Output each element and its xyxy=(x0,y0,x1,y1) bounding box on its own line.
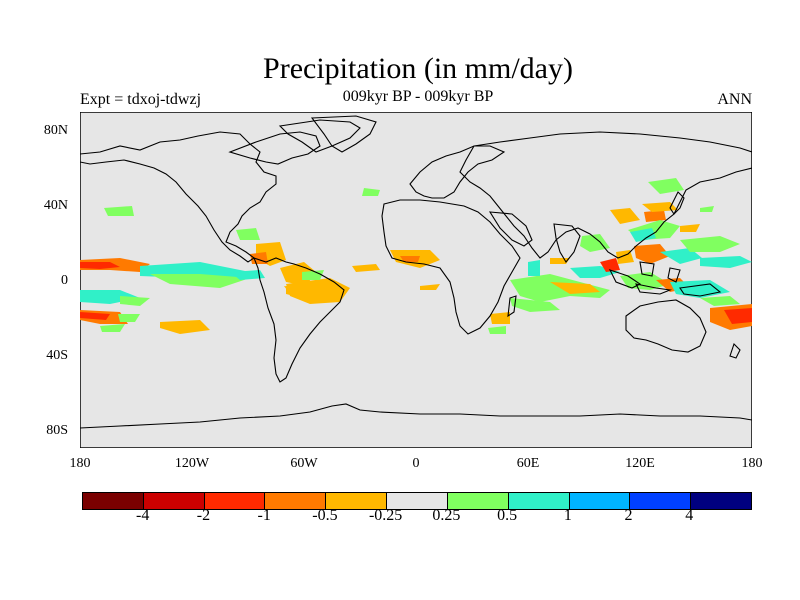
experiment-label: Expt = tdxoj-tdwzj xyxy=(80,91,202,108)
lon-label-180e: 180 xyxy=(741,456,763,471)
coastline xyxy=(639,261,655,277)
map-panel xyxy=(80,112,752,448)
anomaly-patch xyxy=(230,270,265,280)
colorbar-swatch xyxy=(691,493,751,509)
anomaly-patch xyxy=(286,278,350,304)
colorbar-label: -2 xyxy=(196,507,211,524)
anomaly-patch xyxy=(150,274,250,288)
anomaly-patch xyxy=(400,256,420,262)
coastline xyxy=(80,403,752,429)
colorbar-swatch xyxy=(508,493,570,509)
colorbar-swatch xyxy=(204,493,266,509)
coastline xyxy=(278,119,361,153)
coastline xyxy=(608,269,642,289)
anomaly-patch xyxy=(80,312,110,320)
coastline xyxy=(635,283,673,295)
anomaly-patch xyxy=(680,236,740,252)
lat-label-80n: 80N xyxy=(43,123,68,138)
anomaly-patch xyxy=(610,208,640,224)
anomaly-patch xyxy=(510,298,560,312)
colorbar-swatch xyxy=(630,493,692,509)
colorbar-swatch xyxy=(326,493,388,509)
anomaly-patch xyxy=(616,250,634,264)
anomaly-patch xyxy=(600,258,620,272)
colorbar-label: -4 xyxy=(136,507,150,524)
anomaly-patch xyxy=(724,308,752,324)
coastline xyxy=(381,199,521,335)
colorbar-label: -0.25 xyxy=(368,507,403,524)
lon-label-120e: 120E xyxy=(625,456,655,471)
anomaly-patch xyxy=(236,228,260,240)
anomaly-patch xyxy=(160,320,210,334)
anomaly-patch xyxy=(680,224,700,232)
anomaly-patch xyxy=(488,326,506,334)
anomaly-patch xyxy=(302,270,324,280)
colorbar-label: -0.5 xyxy=(312,507,338,524)
coastline xyxy=(669,191,685,215)
anomaly-patch xyxy=(118,314,140,322)
colorbar-swatch xyxy=(83,493,144,509)
coastline xyxy=(80,131,277,263)
anomaly-patch xyxy=(550,282,600,294)
colorbar-swatch xyxy=(143,493,205,509)
anomaly-patch xyxy=(120,296,150,306)
colorbar-swatch xyxy=(447,493,509,509)
colorbar-swatch xyxy=(387,493,448,509)
lat-label-40n: 40N xyxy=(43,198,68,213)
colorbar-label: -1 xyxy=(257,507,271,524)
lon-label-60w: 60W xyxy=(290,456,318,471)
colorbar-label: 1 xyxy=(563,507,572,524)
coastline xyxy=(729,342,741,359)
anomaly-patch xyxy=(104,206,134,216)
coastline xyxy=(679,283,722,297)
anomaly-patch xyxy=(700,296,740,306)
coastline xyxy=(459,131,752,259)
coastlines xyxy=(80,115,752,429)
coastline xyxy=(507,295,517,318)
lon-label-180w: 180 xyxy=(69,456,91,471)
lat-label-0: 0 xyxy=(61,273,68,288)
anomaly-patch xyxy=(630,228,656,242)
colorbar-label: 4 xyxy=(685,507,694,524)
colorbar-label: 0.5 xyxy=(497,507,518,524)
coastline xyxy=(488,211,533,247)
colorbar-swatch xyxy=(569,493,631,509)
coastline xyxy=(253,257,345,383)
anomaly-patch xyxy=(648,178,684,194)
anomaly-patch xyxy=(700,256,752,268)
chart-title: Precipitation (in mm/day) xyxy=(263,52,573,85)
anomaly-patch xyxy=(352,264,380,272)
season-label: ANN xyxy=(717,91,752,108)
coastline xyxy=(667,267,681,283)
colorbar-label: 2 xyxy=(624,507,633,524)
coastline xyxy=(409,145,506,199)
lon-label-0: 0 xyxy=(412,456,420,471)
anomaly-patch xyxy=(100,324,125,332)
anomaly-patch xyxy=(80,262,120,269)
world-map xyxy=(80,112,752,448)
colorbar-swatch xyxy=(265,493,327,509)
coastline xyxy=(553,223,581,263)
anomaly-patch xyxy=(362,188,380,196)
anomaly-patch xyxy=(580,234,610,252)
anomaly-patch xyxy=(644,210,666,222)
colorbar xyxy=(82,492,752,510)
coastline xyxy=(625,299,707,353)
anomaly-patch xyxy=(528,260,540,276)
anomaly-patch xyxy=(620,272,670,290)
lat-label-40s: 40S xyxy=(46,348,68,363)
coastline xyxy=(310,115,377,153)
anomaly-patch xyxy=(642,202,678,212)
anomaly-patch xyxy=(634,244,670,264)
anomaly-patches xyxy=(80,178,752,334)
lon-label-120w: 120W xyxy=(174,456,210,471)
lon-label-60e: 60E xyxy=(516,456,540,471)
anomaly-patch xyxy=(700,206,714,212)
anomaly-patch xyxy=(420,284,440,290)
subtitle: 009kyr BP - 009kyr BP xyxy=(342,88,494,105)
anomaly-patch xyxy=(490,312,510,324)
lat-label-80s: 80S xyxy=(46,423,68,438)
colorbar-label: 0.25 xyxy=(432,507,461,524)
